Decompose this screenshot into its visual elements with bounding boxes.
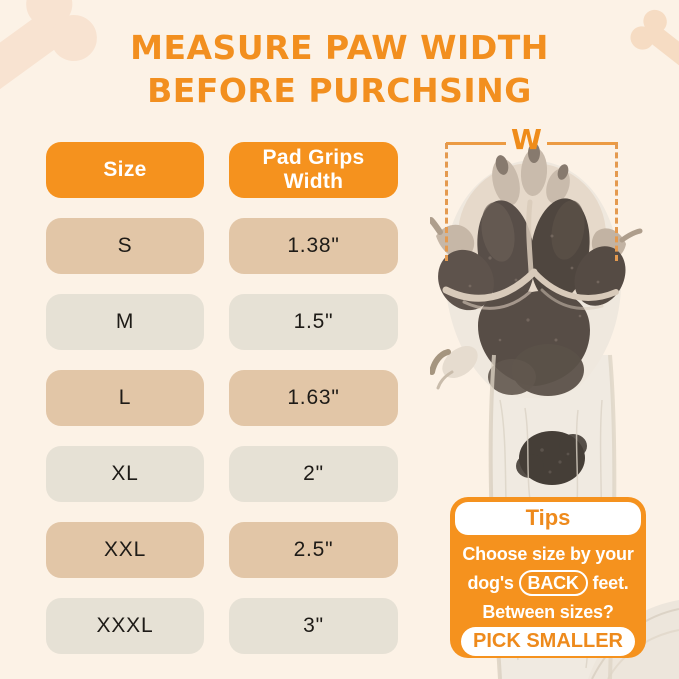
title-line-2: BEFORE PURCHSING bbox=[147, 71, 532, 110]
pick-smaller-badge: PICK SMALLER bbox=[461, 627, 635, 656]
tips-panel: Tips Choose size by your dog's BACK feet… bbox=[450, 497, 646, 658]
width-cell: 1.5" bbox=[229, 294, 398, 350]
size-cell: XXL bbox=[46, 522, 204, 578]
tips-line-1: Choose size by your bbox=[462, 544, 634, 564]
width-cell: 2" bbox=[229, 446, 398, 502]
table-header-row: Size Pad Grips Width bbox=[46, 142, 401, 198]
page-title: MEASURE PAW WIDTH BEFORE PURCHSING bbox=[0, 26, 679, 112]
table-row: XXXL 3" bbox=[46, 598, 401, 654]
size-cell: L bbox=[46, 370, 204, 426]
tips-line-3: Between sizes? bbox=[482, 602, 614, 622]
size-cell: M bbox=[46, 294, 204, 350]
bone-icon bbox=[0, 0, 109, 167]
column-header-size: Size bbox=[46, 142, 204, 198]
table-row: XL 2" bbox=[46, 446, 401, 502]
measurement-line bbox=[547, 142, 618, 145]
bone-icon bbox=[624, 4, 679, 107]
width-cell: 2.5" bbox=[229, 522, 398, 578]
table-row: M 1.5" bbox=[46, 294, 401, 350]
table-row: S 1.38" bbox=[46, 218, 401, 274]
title-line-1: MEASURE PAW WIDTH bbox=[130, 28, 549, 67]
width-cell: 1.63" bbox=[229, 370, 398, 426]
tips-line-2: dog's BACK feet. bbox=[455, 569, 641, 598]
dog-paw-underside-photo bbox=[430, 140, 679, 679]
tips-line-4: PICK SMALLER bbox=[455, 627, 641, 656]
table-row: XXL 2.5" bbox=[46, 522, 401, 578]
size-cell: S bbox=[46, 218, 204, 274]
width-measurement-label: W bbox=[511, 123, 542, 156]
width-cell: 3" bbox=[229, 598, 398, 654]
width-cell: 1.38" bbox=[229, 218, 398, 274]
tips-body: Choose size by your dog's BACK feet. Bet… bbox=[455, 540, 641, 656]
column-header-pad-grips-width: Pad Grips Width bbox=[229, 142, 398, 198]
size-cell: XL bbox=[46, 446, 204, 502]
size-cell: XXXL bbox=[46, 598, 204, 654]
back-badge: BACK bbox=[518, 570, 588, 596]
measurement-dashed-line bbox=[615, 143, 618, 261]
measurement-dashed-line bbox=[445, 143, 448, 261]
measurement-line bbox=[446, 142, 506, 145]
table-row: L 1.63" bbox=[46, 370, 401, 426]
size-table: Size Pad Grips Width S 1.38" M 1.5" L 1.… bbox=[46, 142, 401, 674]
tips-heading: Tips bbox=[455, 502, 641, 535]
